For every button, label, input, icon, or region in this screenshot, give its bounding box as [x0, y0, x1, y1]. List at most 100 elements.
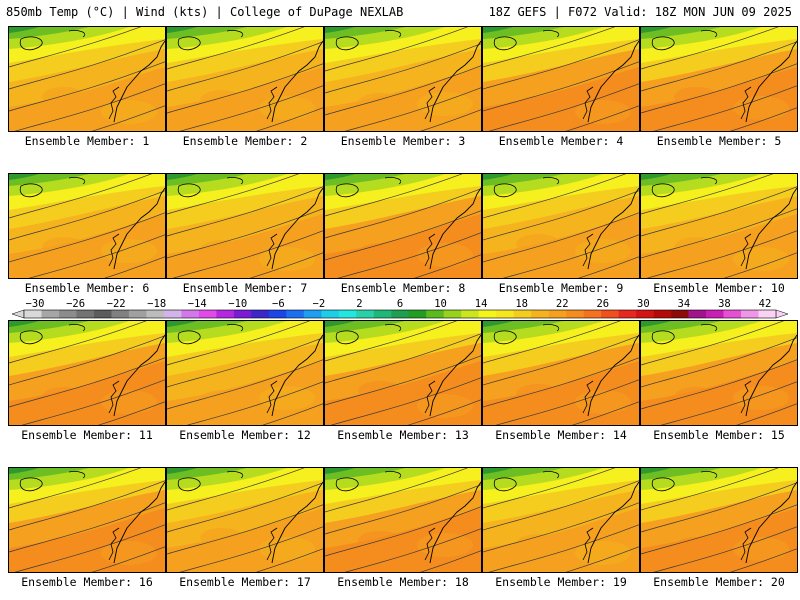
colorbar-swatch: [583, 310, 602, 318]
ensemble-member-caption: Ensemble Member: 8: [340, 281, 466, 295]
colorbar-swatch: [478, 310, 497, 318]
colorbar-outline: [23, 309, 777, 319]
ensemble-member-caption: Ensemble Member: 3: [340, 134, 466, 148]
colorbar-tick-label: 10: [434, 298, 447, 310]
ensemble-member-caption: Ensemble Member: 20: [653, 575, 785, 589]
colorbar-swatch: [146, 310, 165, 318]
ensemble-member-caption: Ensemble Member: 14: [495, 428, 627, 442]
colorbar-tick-label: 30: [637, 298, 650, 310]
ensemble-member-map-15: [640, 320, 798, 426]
colorbar-swatch: [216, 310, 235, 318]
colorbar-swatch: [461, 310, 479, 318]
colorbar-left-arrow: [11, 309, 25, 319]
colorbar-tick-label: 14: [475, 298, 488, 310]
colorbar-tick-label: −10: [228, 298, 247, 310]
ensemble-member-caption: Ensemble Member: 7: [182, 281, 308, 295]
colorbar-tick-label: −14: [188, 298, 207, 310]
colorbar-swatch: [408, 310, 427, 318]
colorbar-swatch: [601, 310, 619, 318]
colorbar-swatch: [198, 310, 217, 318]
colorbar-swatch: [303, 310, 322, 318]
colorbar-swatch: [566, 310, 584, 318]
ensemble-member-caption: Ensemble Member: 13: [337, 428, 469, 442]
ensemble-member-map-1: [8, 26, 166, 132]
ensemble-member-map-13: [324, 320, 482, 426]
colorbar-swatch: [671, 310, 689, 318]
colorbar-swatch: [286, 310, 305, 318]
header-title-left: 850mb Temp (°C) | Wind (kts) | College o…: [6, 5, 404, 19]
colorbar-swatch: [618, 310, 637, 318]
colorbar-tick-label: −30: [26, 298, 45, 310]
ensemble-member-map-3: [324, 26, 482, 132]
colorbar-swatch: [356, 310, 375, 318]
colorbar-swatch: [76, 310, 95, 318]
colorbar-swatch: [321, 310, 340, 318]
colorbar-swatch: [58, 310, 77, 318]
colorbar-swatch: [636, 310, 654, 318]
colorbar-tick-label: 34: [678, 298, 691, 310]
colorbar-swatch: [758, 310, 777, 318]
ensemble-member-map-4: [482, 26, 640, 132]
colorbar-swatch: [706, 310, 724, 318]
ensemble-member-map-11: [8, 320, 166, 426]
ensemble-member-map-19: [482, 467, 640, 573]
header-title-right: 18Z GEFS | F072 Valid: 18Z MON JUN 09 20…: [488, 5, 792, 19]
colorbar-tick-label: −22: [107, 298, 126, 310]
colorbar-swatch: [24, 310, 42, 318]
colorbar-swatch: [338, 310, 357, 318]
colorbar-tick-label: −26: [66, 298, 85, 310]
colorbar-swatch: [426, 310, 445, 318]
ensemble-member-map-20: [640, 467, 798, 573]
colorbar-tick-label: −18: [147, 298, 166, 310]
ensemble-member-caption: Ensemble Member: 19: [495, 575, 627, 589]
colorbar-tick-label: 22: [556, 298, 569, 310]
ensemble-member-map-7: [166, 173, 324, 279]
colorbar-tick-label: 18: [515, 298, 528, 310]
temperature-colorbar: −30 −26 −22 −18 −14 −10 −6 −2 2 6 10 14 18 22 26 30 34 38…: [11, 298, 789, 319]
colorbar-swatch: [181, 310, 200, 318]
colorbar-tick-label: 38: [718, 298, 731, 310]
ensemble-member-map-16: [8, 467, 166, 573]
ensemble-member-map-6: [8, 173, 166, 279]
colorbar-swatch: [496, 310, 514, 318]
colorbar-swatch: [41, 310, 60, 318]
colorbar-tick-label: 2: [356, 298, 362, 310]
ensemble-member-map-8: [324, 173, 482, 279]
colorbar-swatch: [111, 310, 130, 318]
ensemble-member-caption: Ensemble Member: 18: [337, 575, 469, 589]
ensemble-member-map-9: [482, 173, 640, 279]
ensemble-member-caption: Ensemble Member: 12: [179, 428, 311, 442]
ensemble-member-map-10: [640, 173, 798, 279]
ensemble-member-caption: Ensemble Member: 2: [182, 134, 308, 148]
colorbar-swatch: [548, 310, 567, 318]
colorbar-swatch: [163, 310, 182, 318]
colorbar-swatch: [251, 310, 270, 318]
colorbar-swatch: [93, 310, 112, 318]
colorbar-swatch: [268, 310, 287, 318]
ensemble-member-caption: Ensemble Member: 17: [179, 575, 311, 589]
colorbar-swatch: [723, 310, 742, 318]
colorbar-swatch: [391, 310, 410, 318]
ensemble-member-caption: Ensemble Member: 1: [24, 134, 150, 148]
ensemble-member-map-5: [640, 26, 798, 132]
colorbar-swatch: [688, 310, 707, 318]
colorbar-tick-label: 6: [397, 298, 403, 310]
colorbar-tick-label: −6: [272, 298, 285, 310]
colorbar-swatch: [128, 310, 147, 318]
colorbar-swatch: [373, 310, 392, 318]
colorbar-swatch: [513, 310, 532, 318]
colorbar-right-arrow: [775, 309, 789, 319]
colorbar-swatch: [531, 310, 549, 318]
ensemble-member-caption: Ensemble Member: 16: [21, 575, 153, 589]
ensemble-member-caption: Ensemble Member: 10: [653, 281, 785, 295]
ensemble-member-caption: Ensemble Member: 9: [498, 281, 624, 295]
ensemble-member-map-12: [166, 320, 324, 426]
colorbar-swatch: [653, 310, 672, 318]
ensemble-member-caption: Ensemble Member: 5: [656, 134, 782, 148]
ensemble-member-map-17: [166, 467, 324, 573]
colorbar-swatch: [233, 310, 252, 318]
colorbar-tick-label: 26: [596, 298, 609, 310]
ensemble-member-caption: Ensemble Member: 11: [21, 428, 153, 442]
ensemble-member-caption: Ensemble Member: 4: [498, 134, 624, 148]
colorbar-tick-label: −2: [313, 298, 326, 310]
